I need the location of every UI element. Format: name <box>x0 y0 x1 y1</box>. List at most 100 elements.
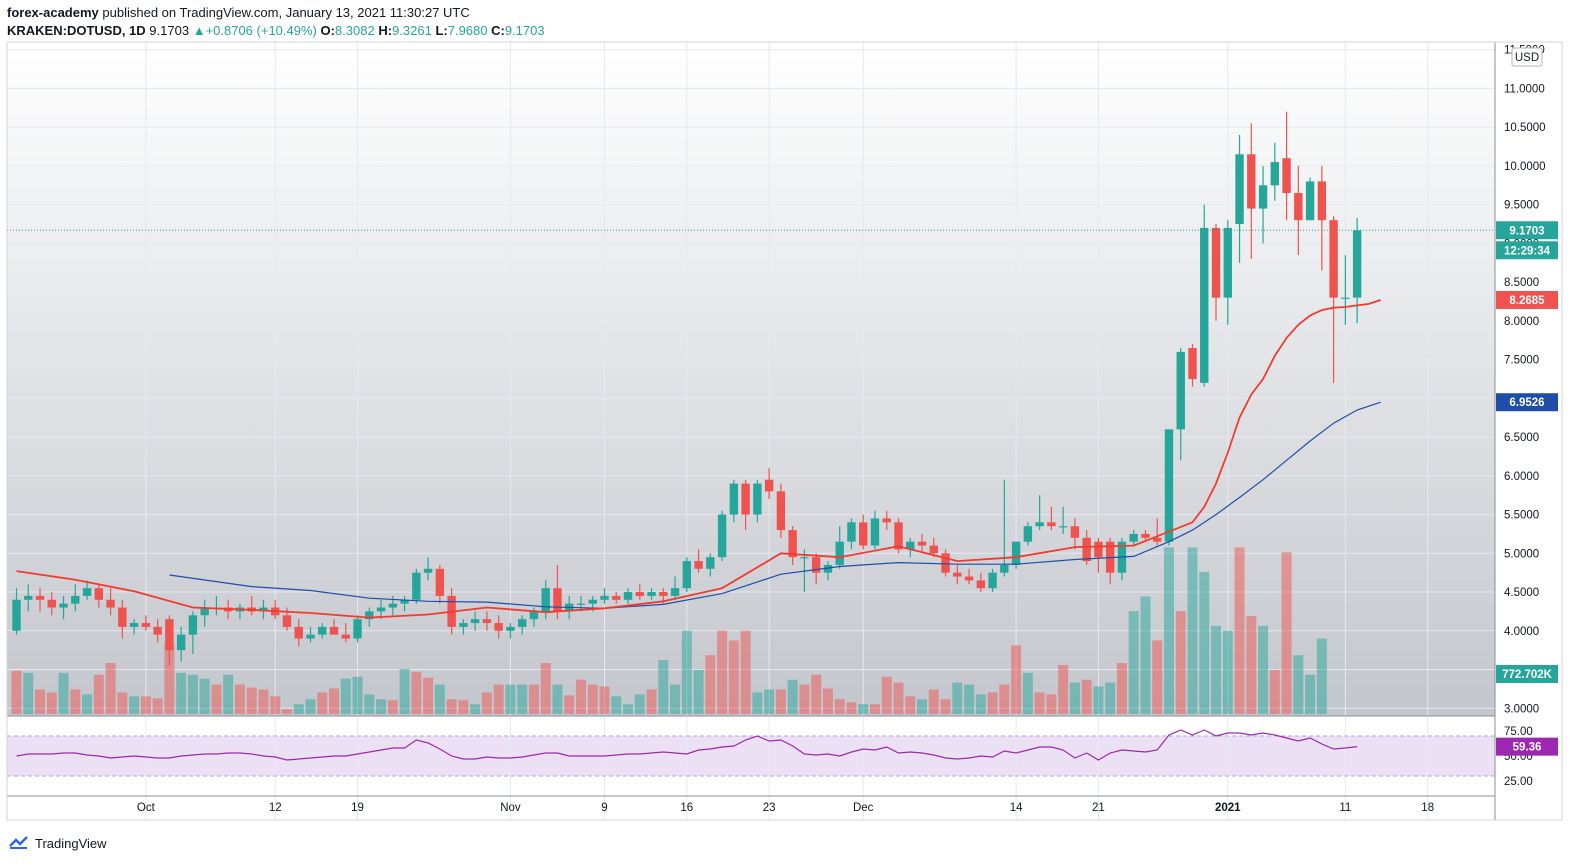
candle[interactable] <box>553 564 562 620</box>
candle[interactable] <box>106 588 115 616</box>
candle[interactable] <box>600 588 609 604</box>
candle[interactable] <box>1317 165 1327 271</box>
candle[interactable] <box>94 584 104 608</box>
candle[interactable] <box>1000 479 1009 577</box>
candle[interactable] <box>788 526 797 565</box>
candle[interactable] <box>412 568 421 604</box>
candle[interactable] <box>1305 177 1315 221</box>
candle[interactable] <box>400 595 409 612</box>
candle[interactable] <box>635 584 644 600</box>
symbol-name[interactable]: KRAKEN:DOTUSD, 1D <box>7 23 146 38</box>
candle[interactable] <box>47 592 56 616</box>
candle[interactable] <box>1070 518 1080 550</box>
candle[interactable] <box>435 564 445 604</box>
candle[interactable] <box>1058 506 1068 534</box>
candle[interactable] <box>129 619 139 635</box>
candle[interactable] <box>494 615 503 639</box>
candle[interactable] <box>24 584 33 612</box>
candle[interactable] <box>341 623 350 643</box>
candle[interactable] <box>894 518 903 554</box>
candle[interactable] <box>906 537 915 558</box>
candle[interactable] <box>776 483 786 538</box>
candle[interactable] <box>1035 495 1044 531</box>
candle[interactable] <box>200 599 209 627</box>
candle[interactable] <box>823 561 833 581</box>
candle[interactable] <box>1247 123 1256 259</box>
candle[interactable] <box>294 619 303 647</box>
candle[interactable] <box>882 510 891 531</box>
candle[interactable] <box>176 626 186 662</box>
candle[interactable] <box>1294 165 1303 256</box>
candle[interactable] <box>35 588 45 612</box>
candle[interactable] <box>1141 530 1150 542</box>
candle[interactable] <box>165 615 174 666</box>
candle[interactable] <box>682 557 692 593</box>
candle[interactable] <box>953 564 962 585</box>
candle[interactable] <box>1153 518 1162 546</box>
candle[interactable] <box>706 553 715 577</box>
candle[interactable] <box>353 615 362 643</box>
candle[interactable] <box>118 599 127 639</box>
candle[interactable] <box>188 611 198 655</box>
candle[interactable] <box>670 576 680 600</box>
candle[interactable] <box>1047 506 1056 531</box>
candle[interactable] <box>917 533 927 554</box>
candle[interactable] <box>1329 216 1338 383</box>
candle[interactable] <box>1188 344 1197 387</box>
candle[interactable] <box>1164 429 1174 546</box>
candle[interactable] <box>423 557 433 581</box>
candle[interactable] <box>1094 537 1103 573</box>
candle[interactable] <box>318 623 327 639</box>
candle[interactable] <box>153 619 162 643</box>
candle[interactable] <box>1200 204 1209 387</box>
candle[interactable] <box>470 611 480 631</box>
candle[interactable] <box>929 537 938 558</box>
candle[interactable] <box>1270 142 1280 201</box>
candle[interactable] <box>82 580 92 600</box>
candle[interactable] <box>1223 220 1232 325</box>
candle[interactable] <box>71 584 80 612</box>
publisher-name[interactable]: forex-academy <box>7 5 99 20</box>
tradingview-brand[interactable]: TradingView <box>35 835 107 851</box>
candle[interactable] <box>753 479 762 523</box>
time-axis[interactable]: Oct 12 19 Nov 9 16 23 Dec 14 21 2021 11 18 <box>137 802 1434 814</box>
candle[interactable] <box>1176 348 1185 461</box>
candle[interactable] <box>306 626 315 643</box>
candle[interactable] <box>506 623 515 639</box>
price-axis[interactable]: 3.00003.50004.00004.50005.00005.50006.00… <box>1504 45 1546 716</box>
candle[interactable] <box>59 595 68 620</box>
candle[interactable] <box>647 588 656 600</box>
candle[interactable] <box>811 553 821 585</box>
candle[interactable] <box>870 510 880 550</box>
candle[interactable] <box>576 595 586 612</box>
candle[interactable] <box>1282 111 1291 221</box>
candle[interactable] <box>259 599 268 620</box>
candle[interactable] <box>1235 134 1244 263</box>
candle[interactable] <box>741 479 750 531</box>
candle[interactable] <box>835 526 844 569</box>
candle[interactable] <box>964 568 974 585</box>
candle[interactable] <box>729 479 739 523</box>
usd-badge[interactable]: USD <box>1511 47 1543 67</box>
candle[interactable] <box>1023 522 1033 546</box>
candle[interactable] <box>1129 530 1138 546</box>
candle[interactable] <box>847 518 856 550</box>
candle[interactable] <box>764 468 774 500</box>
candle[interactable] <box>1258 165 1268 244</box>
candle[interactable] <box>329 619 339 635</box>
candle[interactable] <box>612 592 621 604</box>
candle[interactable] <box>376 599 386 620</box>
candle[interactable] <box>482 611 492 631</box>
candle[interactable] <box>1211 224 1221 321</box>
candle[interactable] <box>941 549 950 577</box>
candle[interactable] <box>141 615 151 631</box>
candle[interactable] <box>717 510 727 562</box>
candle[interactable] <box>988 568 997 593</box>
candle[interactable] <box>517 615 527 635</box>
candle[interactable] <box>976 572 986 593</box>
candle[interactable] <box>623 588 633 604</box>
candle[interactable] <box>694 549 703 573</box>
candle[interactable] <box>1341 255 1350 325</box>
candle[interactable] <box>12 588 21 635</box>
